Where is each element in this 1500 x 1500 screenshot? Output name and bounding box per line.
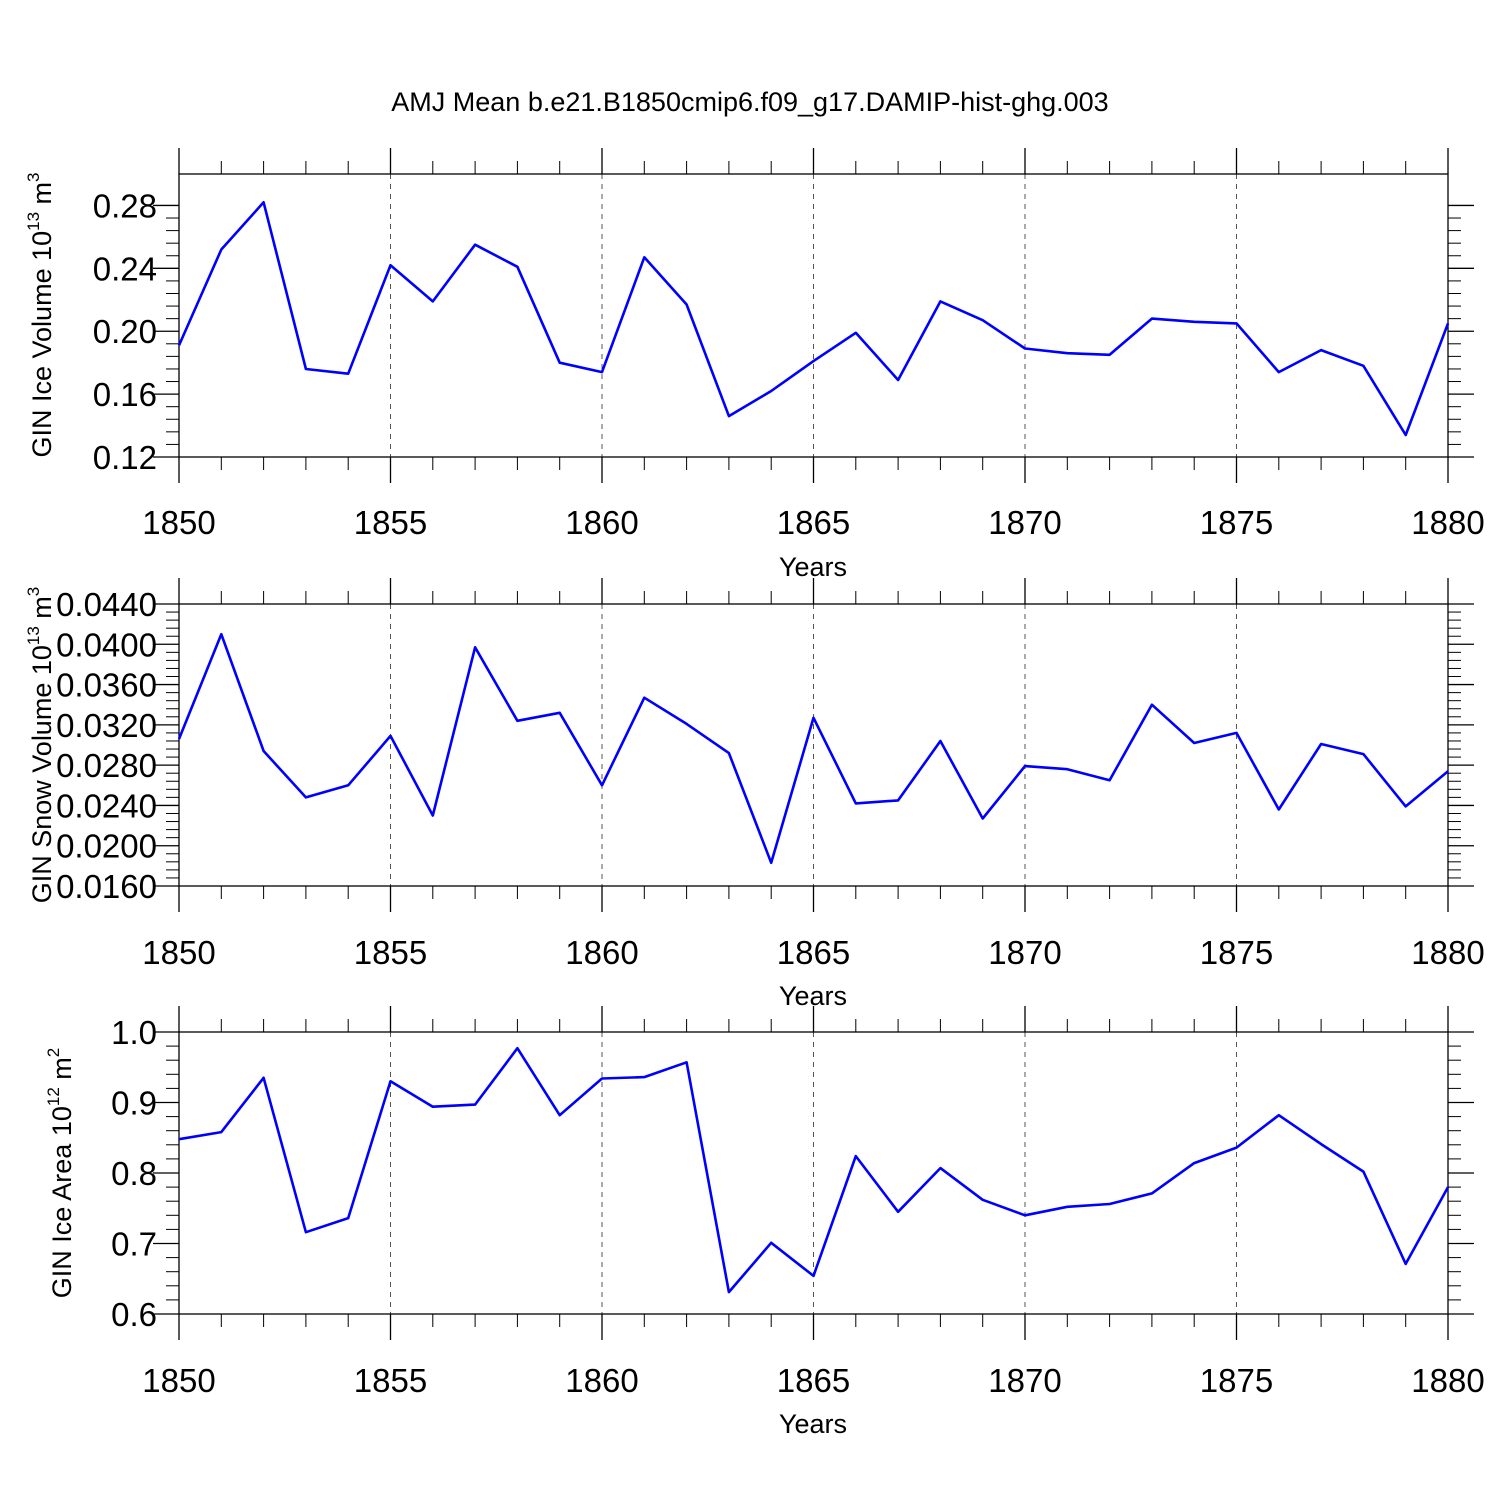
- y-tick-label: 0.0280: [56, 747, 157, 784]
- panel-snow-volume: 1850 1855 1860 1865 1870 1875 1880 0.01600.0200…: [24, 578, 1485, 1011]
- data-line: [177, 632, 1449, 865]
- panel-ice-volume: 1850 1855 1860 1865 1870 1875 1880 0.12 0.16 0.20…: [24, 148, 1485, 582]
- y-tick-label: 0.12: [93, 439, 157, 476]
- x-tick-label: 1880: [1411, 1362, 1484, 1399]
- data-line: [177, 201, 1450, 437]
- x-tick-label: 1880: [1411, 934, 1484, 971]
- x-tick-label: 1860: [565, 504, 638, 541]
- x-axis-title: Years: [779, 1409, 847, 1439]
- y-tick-label: 0.0360: [56, 667, 157, 704]
- y-tick-label: 0.7: [111, 1226, 157, 1263]
- x-tick-label: 1860: [565, 1362, 638, 1399]
- x-tick-label: 1850: [142, 504, 215, 541]
- x-tick-label: 1880: [1411, 504, 1484, 541]
- data-line: [178, 1046, 1450, 1294]
- y-tick-label: 0.0440: [56, 586, 157, 623]
- x-tick-label: 1870: [988, 1362, 1061, 1399]
- x-tick-label: 1860: [565, 934, 638, 971]
- x-tick-label: 1875: [1200, 934, 1273, 971]
- y-tick-label: 0.24: [93, 250, 157, 287]
- y-tick-label: 0.9: [111, 1085, 157, 1122]
- y-axis-title: GIN Ice Volume 1013 m3: [24, 172, 57, 457]
- x-tick-label: 1865: [777, 504, 850, 541]
- y-axis-title: GIN Ice Area 1012 m2: [44, 1048, 77, 1299]
- x-tick-label: 1865: [777, 1362, 850, 1399]
- y-tick-label: 0.28: [93, 187, 157, 224]
- x-tick-label: 1875: [1200, 1362, 1273, 1399]
- y-tick-label: 0.0160: [56, 868, 157, 905]
- y-tick-label: 0.0200: [56, 828, 157, 865]
- y-axis-title: GIN Snow Volume 1013 m3: [24, 587, 57, 904]
- y-tick-label: 1.0: [111, 1014, 157, 1051]
- x-tick-label: 1850: [142, 1362, 215, 1399]
- x-tick-label: 1870: [988, 934, 1061, 971]
- y-tick-label: 0.6: [111, 1296, 157, 1333]
- panel-ice-area: 1850 1855 1860 1865 1870 1875 1880 0.6 0.7 0.8 0.9…: [44, 1006, 1485, 1439]
- x-tick-label: 1875: [1200, 504, 1273, 541]
- y-tick-label: 0.0400: [56, 626, 157, 663]
- x-tick-label: 1850: [142, 934, 215, 971]
- y-tick-label: 0.20: [93, 313, 157, 350]
- x-tick-label: 1855: [354, 934, 427, 971]
- x-axis-title: Years: [779, 552, 847, 582]
- x-tick-label: 1870: [988, 504, 1061, 541]
- x-tick-label: 1855: [354, 504, 427, 541]
- chart-title: AMJ Mean b.e21.B1850cmip6.f09_g17.DAMIP-…: [391, 87, 1108, 117]
- y-tick-label: 0.8: [111, 1155, 157, 1192]
- y-tick-label: 0.0320: [56, 707, 157, 744]
- y-tick-label: 0.0240: [56, 787, 157, 824]
- x-tick-label: 1865: [777, 934, 850, 971]
- x-tick-label: 1855: [354, 1362, 427, 1399]
- y-tick-label: 0.16: [93, 376, 157, 413]
